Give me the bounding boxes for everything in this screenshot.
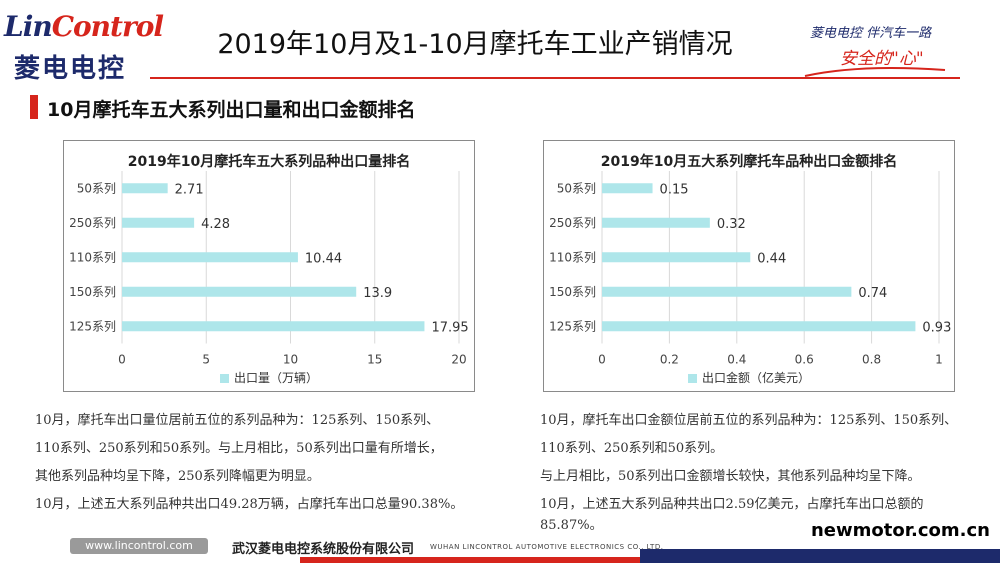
x-tick-label: 0.8 — [862, 353, 881, 367]
slogan-line2: 安全的"心" — [840, 49, 924, 69]
x-tick-label: 0 — [598, 353, 606, 367]
text-line: 110系列、250系列和50系列。与上月相比，50系列出口量有所增长， — [35, 441, 443, 456]
x-tick-label: 5 — [202, 353, 210, 367]
logo-cn: 菱电电控 — [14, 54, 127, 84]
slogan-swoosh — [804, 67, 946, 77]
data-label: 10.44 — [305, 251, 342, 266]
bar — [122, 183, 168, 194]
category-label: 125系列 — [69, 319, 116, 333]
footer-accent-blue — [640, 549, 1000, 563]
x-tick-label: 20 — [451, 353, 466, 367]
x-tick-label: 0 — [118, 353, 126, 367]
export-volume-chart: 2019年10月摩托车五大系列品种出口量排名 0 5 10 15 20 50系列 2.71 2… — [63, 140, 475, 392]
bar — [122, 217, 195, 228]
slogan-line1: 菱电电控 伴汽车一路 — [810, 26, 932, 41]
slogan: 菱电电控 伴汽车一路 安全的"心" — [800, 18, 950, 78]
text-line: 10月，摩托车出口量位居前五位的系列品种为：125系列、150系列、 — [35, 413, 440, 428]
chart-plot: 0 5 10 15 20 50系列 2.71 250系列 4.28 110系列 10.44 150系列… — [69, 171, 469, 367]
footer-website-link[interactable]: www.lincontrol.com — [70, 538, 208, 554]
data-label: 4.28 — [201, 217, 230, 232]
chart-title: 2019年10月五大系列摩托车品种出口金额排名 — [600, 154, 898, 170]
x-tick-label: 0.2 — [660, 353, 679, 367]
export-value-chart: 2019年10月五大系列摩托车品种出口金额排名 0 0.2 0.4 0.6 0.8 1 50… — [543, 140, 955, 392]
legend-swatch — [219, 374, 229, 383]
category-label: 250系列 — [549, 216, 596, 230]
chart-legend: 出口量（万辆） — [64, 369, 474, 386]
text-line: 10月，上述五大系列品种共出口2.59亿美元，占摩托车出口总额的 — [540, 497, 924, 512]
footer-accent-red — [300, 557, 640, 563]
text-line: 与上月相比，50系列出口金额增长较快，其他系列品种均呈下降。 — [540, 469, 921, 484]
data-label: 0.15 — [660, 182, 689, 197]
analysis-text-left: 10月，摩托车出口量位居前五位的系列品种为：125系列、150系列、 110系列… — [35, 407, 505, 519]
x-tick-label: 0.4 — [727, 353, 746, 367]
x-tick-label: 10 — [283, 353, 298, 367]
logo-en-part2: Control — [51, 10, 164, 43]
category-label: 125系列 — [549, 319, 596, 333]
bar — [602, 252, 751, 263]
data-label: 2.71 — [175, 182, 204, 197]
footer-company-cn: 武汉菱电电控系统股份有限公司 — [232, 542, 415, 557]
data-label: 0.93 — [922, 320, 951, 335]
logo-en: LinControl — [4, 10, 164, 43]
chart-title: 2019年10月摩托车五大系列品种出口量排名 — [127, 154, 411, 170]
bar — [602, 183, 653, 194]
chart-legend: 出口金额（亿美元） — [544, 369, 954, 386]
text-line: 85.87%。 — [540, 518, 603, 533]
title-divider — [150, 77, 960, 79]
category-label: 150系列 — [549, 285, 596, 299]
page-title: 2019年10月及1-10月摩托车工业产销情况 — [217, 29, 733, 60]
data-label: 0.32 — [717, 217, 746, 232]
text-line: 其他系列品种均呈下降，250系列降幅更为明显。 — [35, 469, 320, 484]
footer-company-en: WUHAN LINCONTROL AUTOMOTIVE ELECTRONICS … — [430, 543, 664, 551]
section-marker — [30, 95, 38, 119]
text-line: 110系列、250系列和50系列。 — [540, 441, 724, 456]
data-label: 13.9 — [363, 286, 392, 301]
data-label: 0.74 — [858, 286, 887, 301]
category-label: 250系列 — [69, 216, 116, 230]
x-tick-label: 0.6 — [795, 353, 814, 367]
logo-en-part1: Lin — [4, 10, 53, 43]
category-label: 110系列 — [549, 250, 596, 264]
bar — [122, 321, 425, 332]
text-line: 10月，上述五大系列品种共出口49.28万辆，占摩托车出口总量90.38%。 — [35, 497, 464, 512]
x-tick-label: 15 — [367, 353, 382, 367]
bar — [602, 217, 710, 228]
bar — [122, 286, 357, 297]
data-label: 0.44 — [757, 251, 786, 266]
legend-swatch — [687, 374, 697, 383]
text-line: 10月，摩托车出口金额位居前五位的系列品种为：125系列、150系列、 — [540, 413, 958, 428]
category-label: 50系列 — [557, 181, 596, 195]
data-label: 17.95 — [431, 320, 468, 335]
bar — [122, 252, 298, 263]
category-label: 110系列 — [69, 250, 116, 264]
legend-label: 出口量（万辆） — [233, 371, 318, 385]
bar — [602, 286, 852, 297]
source-watermark: newmotor.com.cn — [810, 520, 990, 541]
legend-label: 出口金额（亿美元） — [701, 371, 810, 385]
category-label: 150系列 — [69, 285, 116, 299]
x-tick-label: 1 — [935, 353, 943, 367]
bar — [602, 321, 916, 332]
section-title: 10月摩托车五大系列出口量和出口金额排名 — [47, 99, 416, 121]
analysis-text-right: 10月，摩托车出口金额位居前五位的系列品种为：125系列、150系列、 110系… — [540, 407, 990, 533]
category-label: 50系列 — [77, 181, 116, 195]
